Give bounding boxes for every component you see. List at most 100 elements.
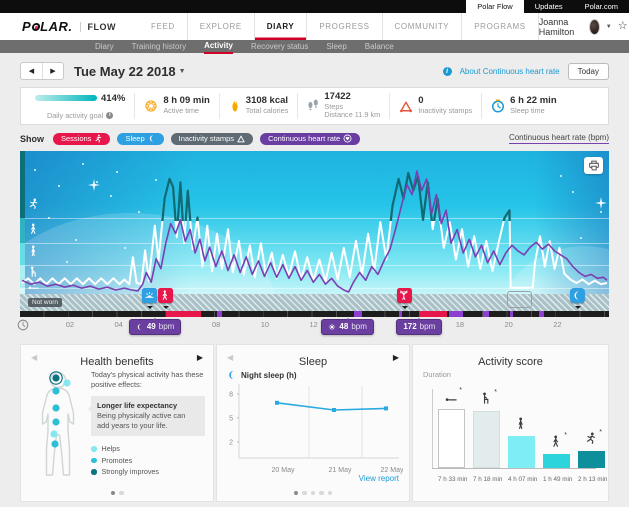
duration-bar: [508, 436, 535, 468]
wake-marker[interactable]: [142, 288, 158, 303]
heart-rate-tooltip: 48 bpm: [321, 319, 374, 335]
polar-logo[interactable]: P LAR.: [22, 19, 73, 34]
pagination-dot[interactable]: [110, 490, 115, 495]
nav-item-programs[interactable]: PROGRAMS: [462, 13, 539, 40]
pagination-dot[interactable]: [319, 490, 324, 495]
main-navigation: P LAR. FLOW FEED EXPLORE DIARY PROGRESS C…: [0, 13, 629, 40]
subnav-sleep[interactable]: Sleep: [326, 42, 347, 51]
hour-label: 20: [504, 320, 513, 329]
nav-item-feed[interactable]: FEED: [138, 13, 188, 40]
sleep-card: ◀ Sleep ▶ Night sleep (h) 8 5 2 20 May 21 Ma…: [216, 344, 410, 502]
zone-gridline: [20, 265, 609, 266]
nav-item-explore[interactable]: EXPLORE: [188, 13, 255, 40]
steps-value: 17422: [324, 90, 351, 102]
heart-rate-line: [21, 170, 608, 293]
subnav-diary[interactable]: Diary: [95, 42, 114, 51]
activity-goal-label: Daily activity goal: [46, 110, 104, 120]
pagination-dot[interactable]: [302, 490, 307, 495]
chevron-down-icon[interactable]: ▼: [605, 23, 612, 30]
health-next-arrow[interactable]: ▶: [196, 353, 203, 362]
footsteps-icon: [308, 99, 319, 110]
info-icon[interactable]: i: [442, 66, 452, 76]
today-button[interactable]: Today: [567, 62, 609, 80]
inactivity-value: 0: [418, 95, 424, 107]
star: [82, 163, 84, 165]
nav-item-progress[interactable]: PROGRESS: [307, 13, 383, 40]
zone-lie-icon: [28, 278, 40, 294]
score-labels: 7 h 33 min 7 h 18 min 4 h 07 min 1 h 49 min…: [433, 476, 607, 483]
star: [560, 175, 562, 177]
subnav-training-history[interactable]: Training history: [131, 42, 187, 51]
timeline-bar[interactable]: [20, 311, 609, 317]
logo-text-suffix: LAR.: [40, 19, 73, 34]
chip-sessions[interactable]: Sessions: [53, 132, 111, 145]
run-icon: [29, 198, 38, 210]
tab-polar-com[interactable]: Polar.com: [584, 2, 618, 11]
stat-calories: 3108 kcal Total calories: [218, 93, 298, 119]
stat-activity-goal: 414% Daily activity goal i: [21, 93, 134, 120]
nav-item-diary[interactable]: DIARY: [255, 13, 308, 40]
current-date[interactable]: Tue May 22 2018: [74, 63, 176, 79]
bedtime-marker[interactable]: [570, 288, 586, 303]
show-filter-row: Show Sessions Sleep Inactivity stamps Co…: [20, 131, 609, 146]
sleep-next-arrow[interactable]: ▶: [392, 353, 399, 362]
distance-label: Distance 11.9 km: [324, 110, 381, 120]
duration-bar: [438, 409, 465, 468]
subnav-activity[interactable]: Activity: [204, 39, 233, 54]
svg-text:8: 8: [229, 392, 233, 399]
sit-icon: [30, 266, 36, 277]
star: [110, 195, 112, 197]
chart-plot-area[interactable]: [20, 151, 609, 294]
chip-inactivity-stamps[interactable]: Inactivity stamps: [170, 132, 254, 145]
sleep-time-value: 6 h 22 min: [510, 95, 557, 107]
print-chart-button[interactable]: [584, 157, 603, 174]
triangle-icon: [237, 135, 245, 142]
run-icon: [587, 432, 595, 444]
legend-item: Strongly improves: [91, 467, 205, 476]
prev-day-button[interactable]: ◀: [28, 68, 35, 75]
hour-label: 18: [455, 320, 465, 329]
walk-session-marker[interactable]: [158, 288, 174, 303]
pagination-dot[interactable]: [310, 490, 316, 495]
hour-label: 08: [212, 320, 221, 329]
sun-icon: [145, 100, 157, 112]
pagination-dot[interactable]: [327, 490, 333, 495]
zone-gridline: [20, 288, 609, 289]
stand-icon: [518, 417, 523, 429]
zone-gridline: [20, 218, 609, 219]
svg-text:5: 5: [229, 416, 233, 423]
nav-item-community[interactable]: COMMUNITY: [383, 13, 463, 40]
date-dropdown-icon[interactable]: ▼: [178, 67, 186, 75]
avatar[interactable]: [588, 18, 600, 35]
zone-sit-icon: [28, 265, 40, 283]
chart-axis-selector[interactable]: Continuous heart rate (bpm): [508, 133, 609, 144]
tab-polar-flow[interactable]: Polar Flow: [466, 0, 524, 13]
health-prev-arrow[interactable]: ◀: [31, 353, 38, 362]
favorites-star-icon[interactable]: ☆: [617, 20, 628, 32]
next-day-button[interactable]: ▶: [42, 63, 63, 79]
steps-label: Steps: [324, 101, 344, 111]
pagination-dot[interactable]: [293, 490, 299, 495]
training-session-marker[interactable]: [397, 288, 413, 303]
hour-label: 02: [65, 320, 75, 329]
y-axis-line: [432, 389, 433, 469]
lie-icon: [28, 286, 39, 290]
view-report-link[interactable]: View report: [358, 474, 399, 483]
chip-continuous-heart-rate[interactable]: Continuous heart rate: [260, 132, 361, 145]
intensity-asterisk: *: [494, 389, 497, 396]
chip-sleep[interactable]: Sleep: [117, 132, 164, 145]
subnav-recovery-status[interactable]: Recovery status: [250, 42, 309, 51]
moon-icon: [149, 135, 153, 142]
show-label: Show: [20, 133, 44, 144]
goal-info-icon[interactable]: i: [106, 111, 114, 119]
session-segment: [419, 311, 448, 317]
subnav-balance[interactable]: Balance: [364, 42, 394, 51]
activity-score-title: Activity score: [478, 356, 543, 368]
tab-updates[interactable]: Updates: [534, 2, 563, 11]
nav-items: FEED EXPLORE DIARY PROGRESS COMMUNITY PR…: [138, 13, 539, 40]
sleep-prev-arrow[interactable]: ◀: [227, 353, 234, 362]
sleep-time-label: Sleep time: [510, 106, 545, 116]
pagination-dot[interactable]: [119, 490, 124, 495]
hr-sample-segment: [509, 311, 514, 317]
about-chr-link[interactable]: About Continuous heart rate: [459, 66, 560, 76]
